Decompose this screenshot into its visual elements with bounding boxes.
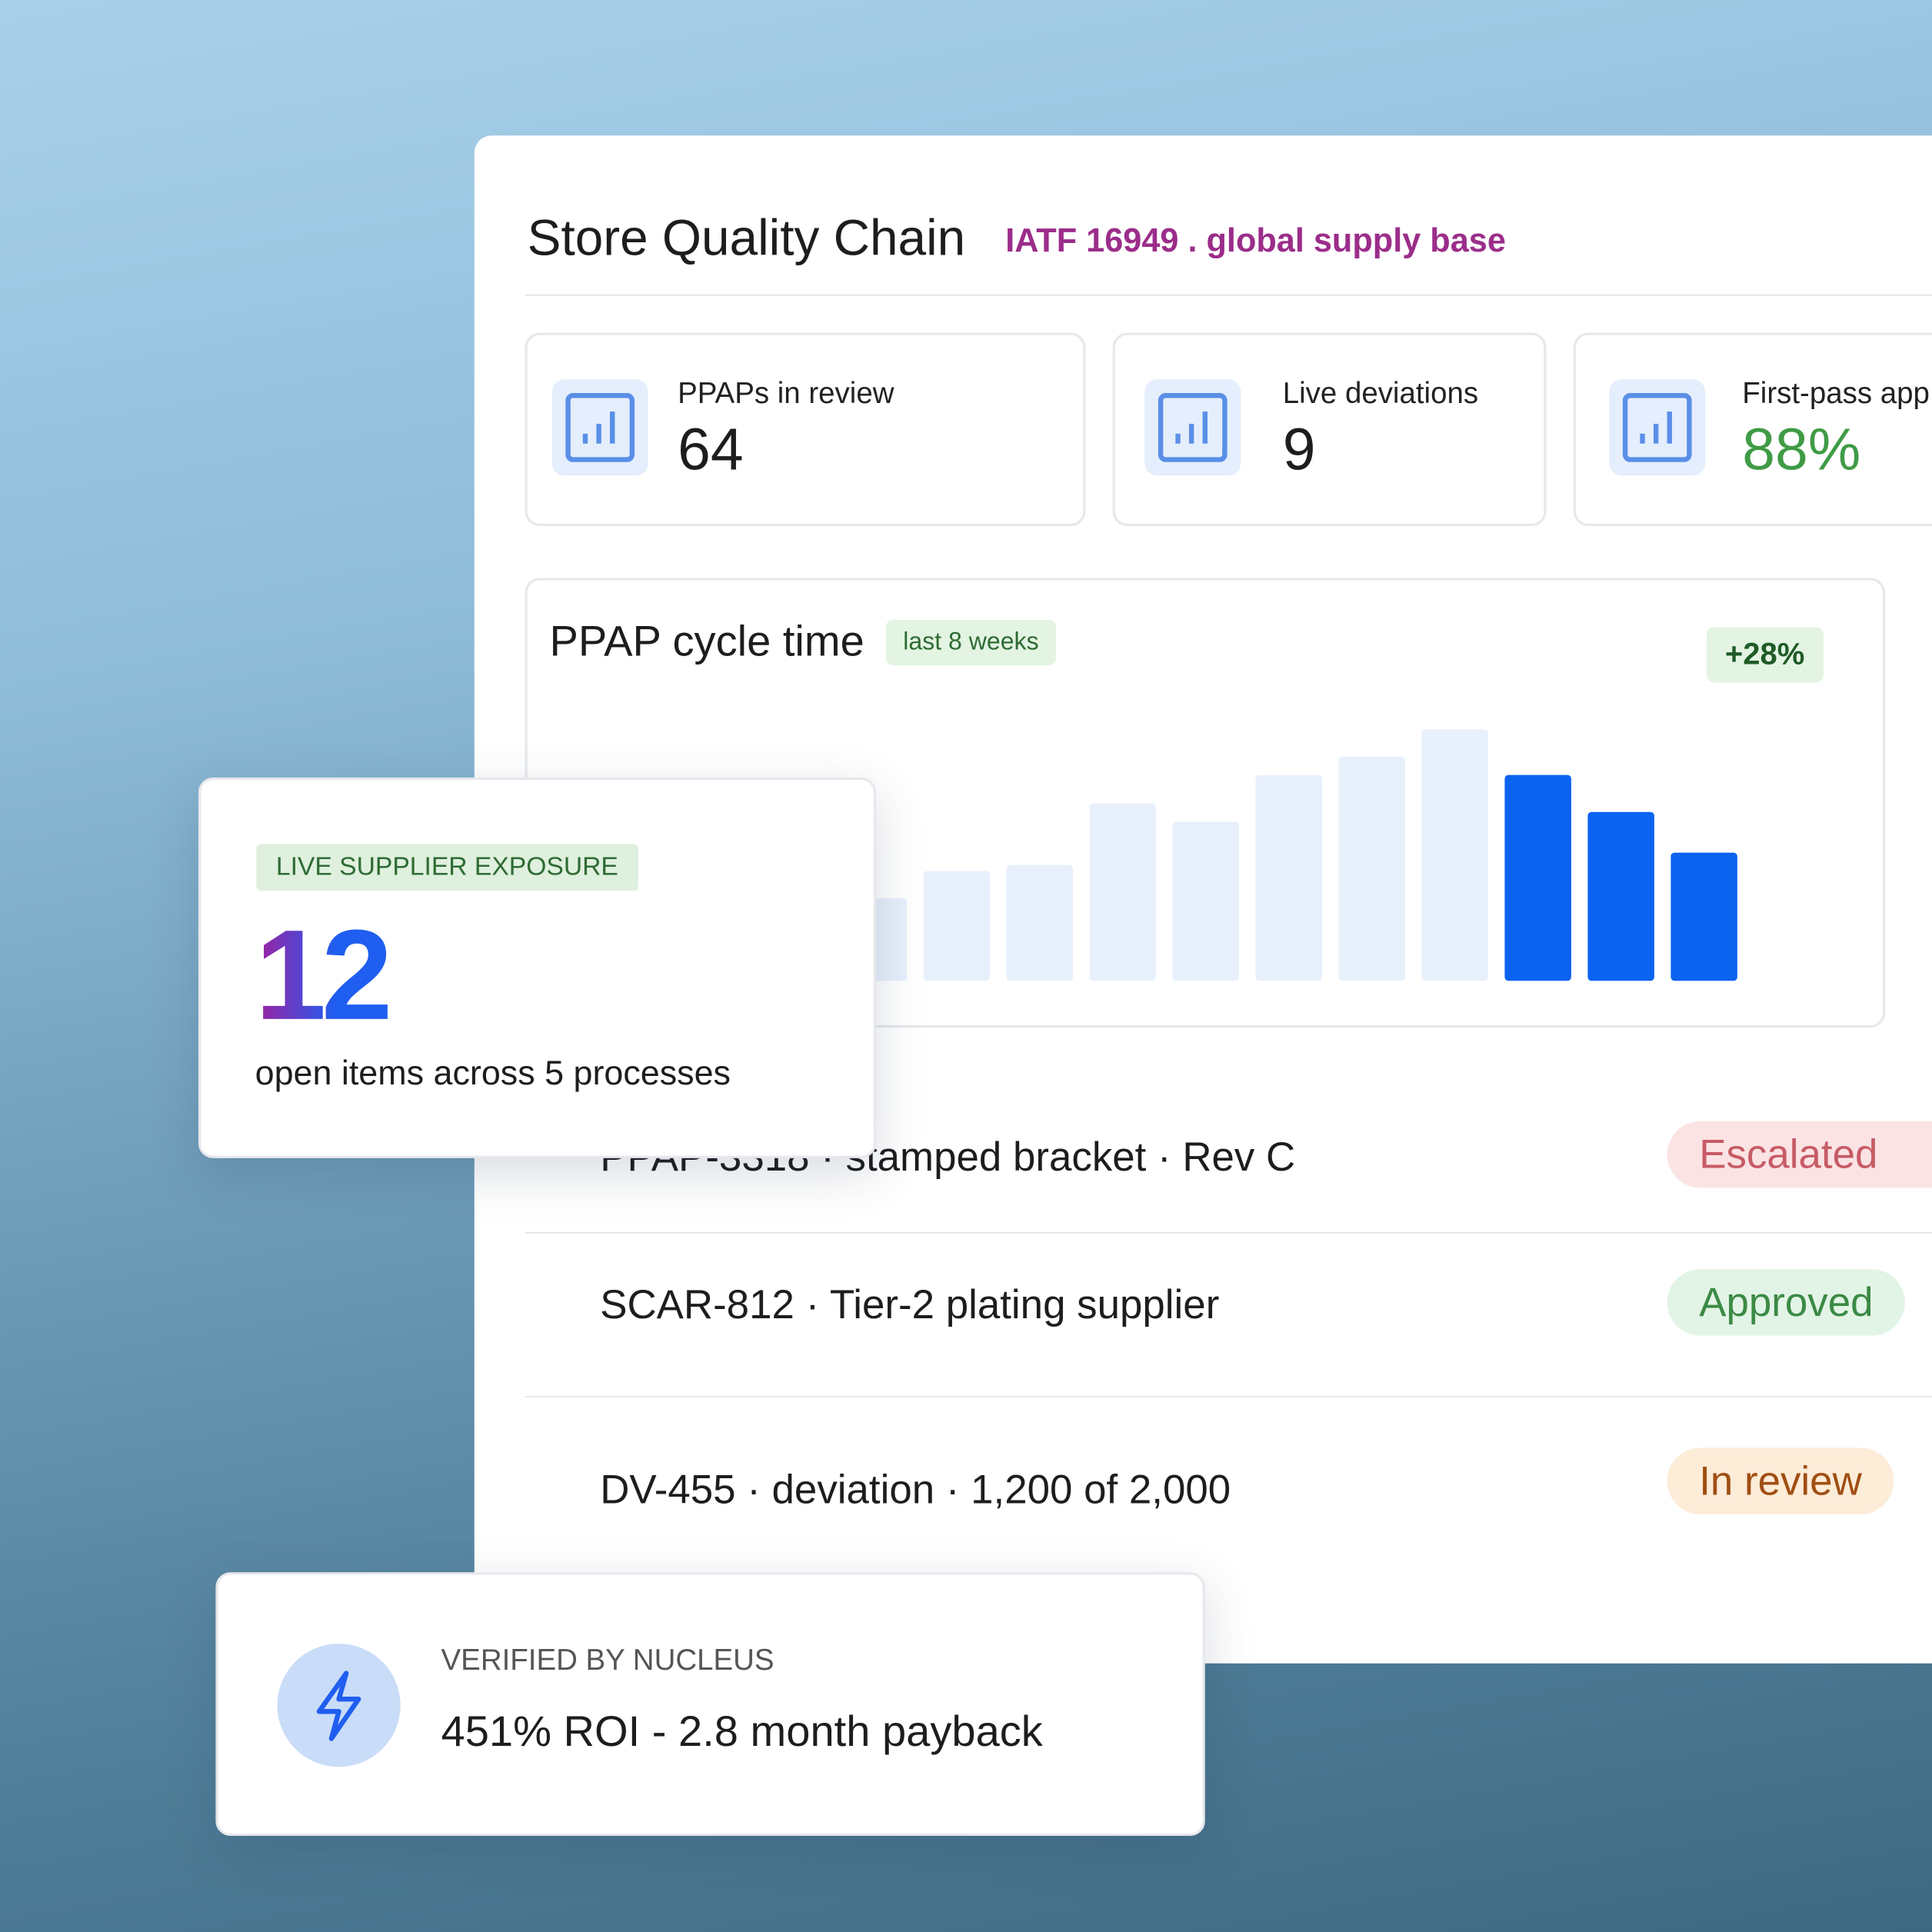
bar <box>1504 774 1571 981</box>
bar <box>1338 756 1405 981</box>
kpi-icon <box>1144 379 1241 476</box>
kpi-label: PPAPs in review <box>678 377 894 411</box>
dashboard-title: Store Quality Chain <box>527 209 966 267</box>
status-pill: Escalated <box>1667 1121 1932 1188</box>
exposure-card: LIVE SUPPLIER EXPOSURE 12 open items acr… <box>198 777 877 1158</box>
kpi-label: First-pass app <box>1742 377 1930 411</box>
bar <box>1006 864 1074 981</box>
row-text: SCAR-812 · Tier-2 plating supplier <box>600 1281 1220 1327</box>
bar <box>1089 803 1157 981</box>
bar <box>1587 811 1654 981</box>
kpi-value: 88% <box>1742 418 1861 483</box>
kpi-value: 64 <box>678 418 744 483</box>
kpi-value: 9 <box>1282 418 1316 483</box>
bar-chart <box>840 729 1737 981</box>
bolt-icon <box>277 1644 401 1767</box>
status-pill: In review <box>1667 1447 1894 1514</box>
bar <box>1671 852 1737 981</box>
bar <box>1172 821 1240 981</box>
verified-label: VERIFIED BY NUCLEUS <box>441 1644 774 1677</box>
kpi-label: Live deviations <box>1282 377 1479 411</box>
chart-badge: last 8 weeks <box>885 619 1057 666</box>
exposure-badge: LIVE SUPPLIER EXPOSURE <box>256 844 638 891</box>
kpi-icon <box>551 379 648 476</box>
verified-text: 451% ROI - 2.8 month payback <box>441 1707 1043 1756</box>
row-text: DV-455 · deviation · 1,200 of 2,000 <box>600 1466 1231 1512</box>
kpi-card: Live deviations 9 <box>1112 332 1547 527</box>
status-pill: Approved <box>1667 1269 1906 1336</box>
bar <box>923 871 991 981</box>
chart-title: PPAP cycle time <box>549 617 864 666</box>
exposure-value: 12 <box>255 903 393 1050</box>
exposure-caption: open items across 5 processes <box>255 1053 731 1092</box>
divider <box>525 294 1932 296</box>
bar <box>1255 774 1322 981</box>
divider <box>525 1396 1932 1397</box>
kpi-card: PPAPs in review 64 <box>525 332 1086 527</box>
divider <box>525 1232 1932 1234</box>
chart-change: +28% <box>1706 627 1824 683</box>
kpi-icon <box>1609 379 1706 476</box>
verified-card: VERIFIED BY NUCLEUS 451% ROI - 2.8 month… <box>215 1572 1205 1837</box>
kpi-card: First-pass app 88% <box>1573 332 1932 527</box>
bar <box>1421 729 1488 981</box>
dashboard-subtitle: IATF 16949 . global supply base <box>1005 222 1506 259</box>
